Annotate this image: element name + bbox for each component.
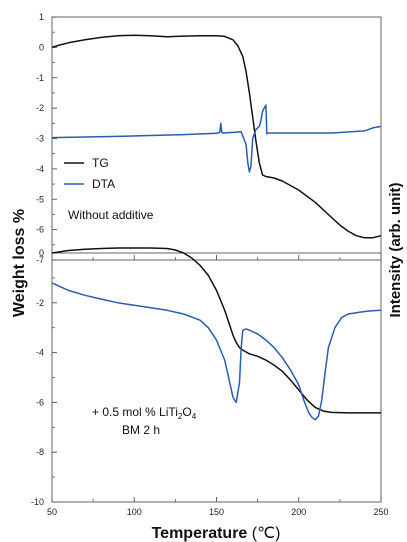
legend-label-dta: DTA bbox=[92, 177, 115, 191]
annotation-additive-mid: O bbox=[182, 405, 191, 419]
legend-label-tg: TG bbox=[92, 156, 109, 170]
top-y-tick-label: 0 bbox=[39, 42, 44, 52]
y-axis-left-title: Weight loss % bbox=[11, 209, 28, 317]
top-y-tick-label: -1 bbox=[36, 73, 44, 83]
x-tick-label: 250 bbox=[373, 507, 388, 517]
top-y-tick-label: -2 bbox=[36, 103, 44, 113]
bottom-y-tick-label: -8 bbox=[36, 447, 44, 457]
top-series-tg-line bbox=[51, 34, 382, 239]
x-tick-label: 150 bbox=[209, 507, 224, 517]
annotation-additive-sub2: 4 bbox=[192, 412, 197, 421]
bottom-series-dta-line bbox=[51, 282, 382, 421]
x-tick-label: 200 bbox=[291, 507, 306, 517]
top-panel: 1 0 -1 -2 -3 -4 -5 -6 -7 bbox=[36, 12, 382, 265]
top-y-tick-label: -6 bbox=[36, 225, 44, 235]
top-y-tick-label: 1 bbox=[39, 12, 44, 22]
bottom-y-tick-label: -2 bbox=[36, 298, 44, 308]
annotation-additive-sub1: 2 bbox=[178, 412, 183, 421]
top-y-tick-label: -7 bbox=[36, 255, 44, 265]
bottom-series-tg-line bbox=[51, 247, 381, 414]
y-axis-right-title: Intensity (arb. unit) bbox=[387, 182, 404, 317]
top-plot-frame bbox=[51, 16, 382, 261]
x-axis-title-label: Temperature bbox=[152, 525, 248, 542]
bottom-y-tick-label: -6 bbox=[36, 397, 44, 407]
x-axis-title: Temperature (℃) bbox=[152, 525, 281, 542]
bottom-y-tick-label: -10 bbox=[31, 497, 44, 507]
annotation-additive-line2: BM 2 h bbox=[122, 423, 160, 437]
annotation-additive-prefix: + 0.5 mol % LiTi bbox=[92, 405, 178, 419]
annotation-additive-line1: + 0.5 mol % LiTi2O4 bbox=[92, 405, 197, 421]
x-axis-title-unit: (℃) bbox=[252, 525, 281, 542]
bottom-y-tick-label: -4 bbox=[36, 348, 44, 358]
top-y-tick-label: -5 bbox=[36, 194, 44, 204]
top-series-dta-line bbox=[51, 104, 382, 173]
legend: TG DTA bbox=[64, 156, 115, 191]
annotation-without-additive: Without additive bbox=[68, 208, 154, 222]
x-tick-label: 100 bbox=[127, 507, 142, 517]
top-y-tick-label: -3 bbox=[36, 134, 44, 144]
bottom-y-tick-label: 0 bbox=[39, 248, 44, 258]
x-tick-label: 50 bbox=[47, 507, 57, 517]
top-y-tick-label: -4 bbox=[36, 164, 44, 174]
